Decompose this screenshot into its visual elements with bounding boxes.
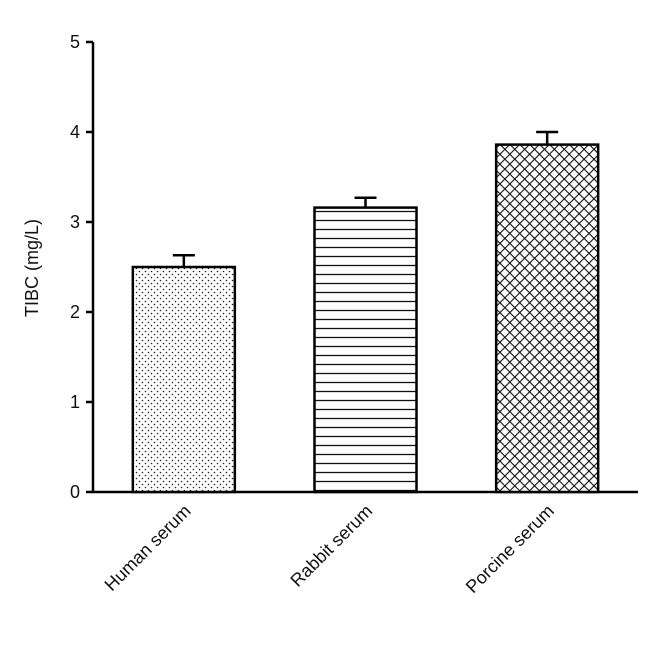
y-tick-label: 1 (70, 392, 80, 412)
x-tick-label: Human serum (101, 501, 195, 595)
bar-rabbit-serum (313, 206, 418, 494)
bars (131, 130, 600, 494)
bar-human-serum (131, 265, 237, 494)
y-tick-label: 2 (70, 302, 80, 322)
labels: Human serum Rabbit serum Porcine serum (101, 501, 558, 597)
y-tick-label: 3 (70, 212, 80, 232)
bar-porcine-serum (494, 143, 600, 494)
x-tick-label: Rabbit serum (286, 501, 376, 591)
x-tick-label: Porcine serum (462, 501, 558, 597)
y-tick-label: 0 (70, 482, 80, 502)
y-axis-title: TIBC (mg/L) (22, 219, 42, 317)
y-tick-label: 4 (70, 122, 80, 142)
y-tick-label: 5 (70, 32, 80, 52)
